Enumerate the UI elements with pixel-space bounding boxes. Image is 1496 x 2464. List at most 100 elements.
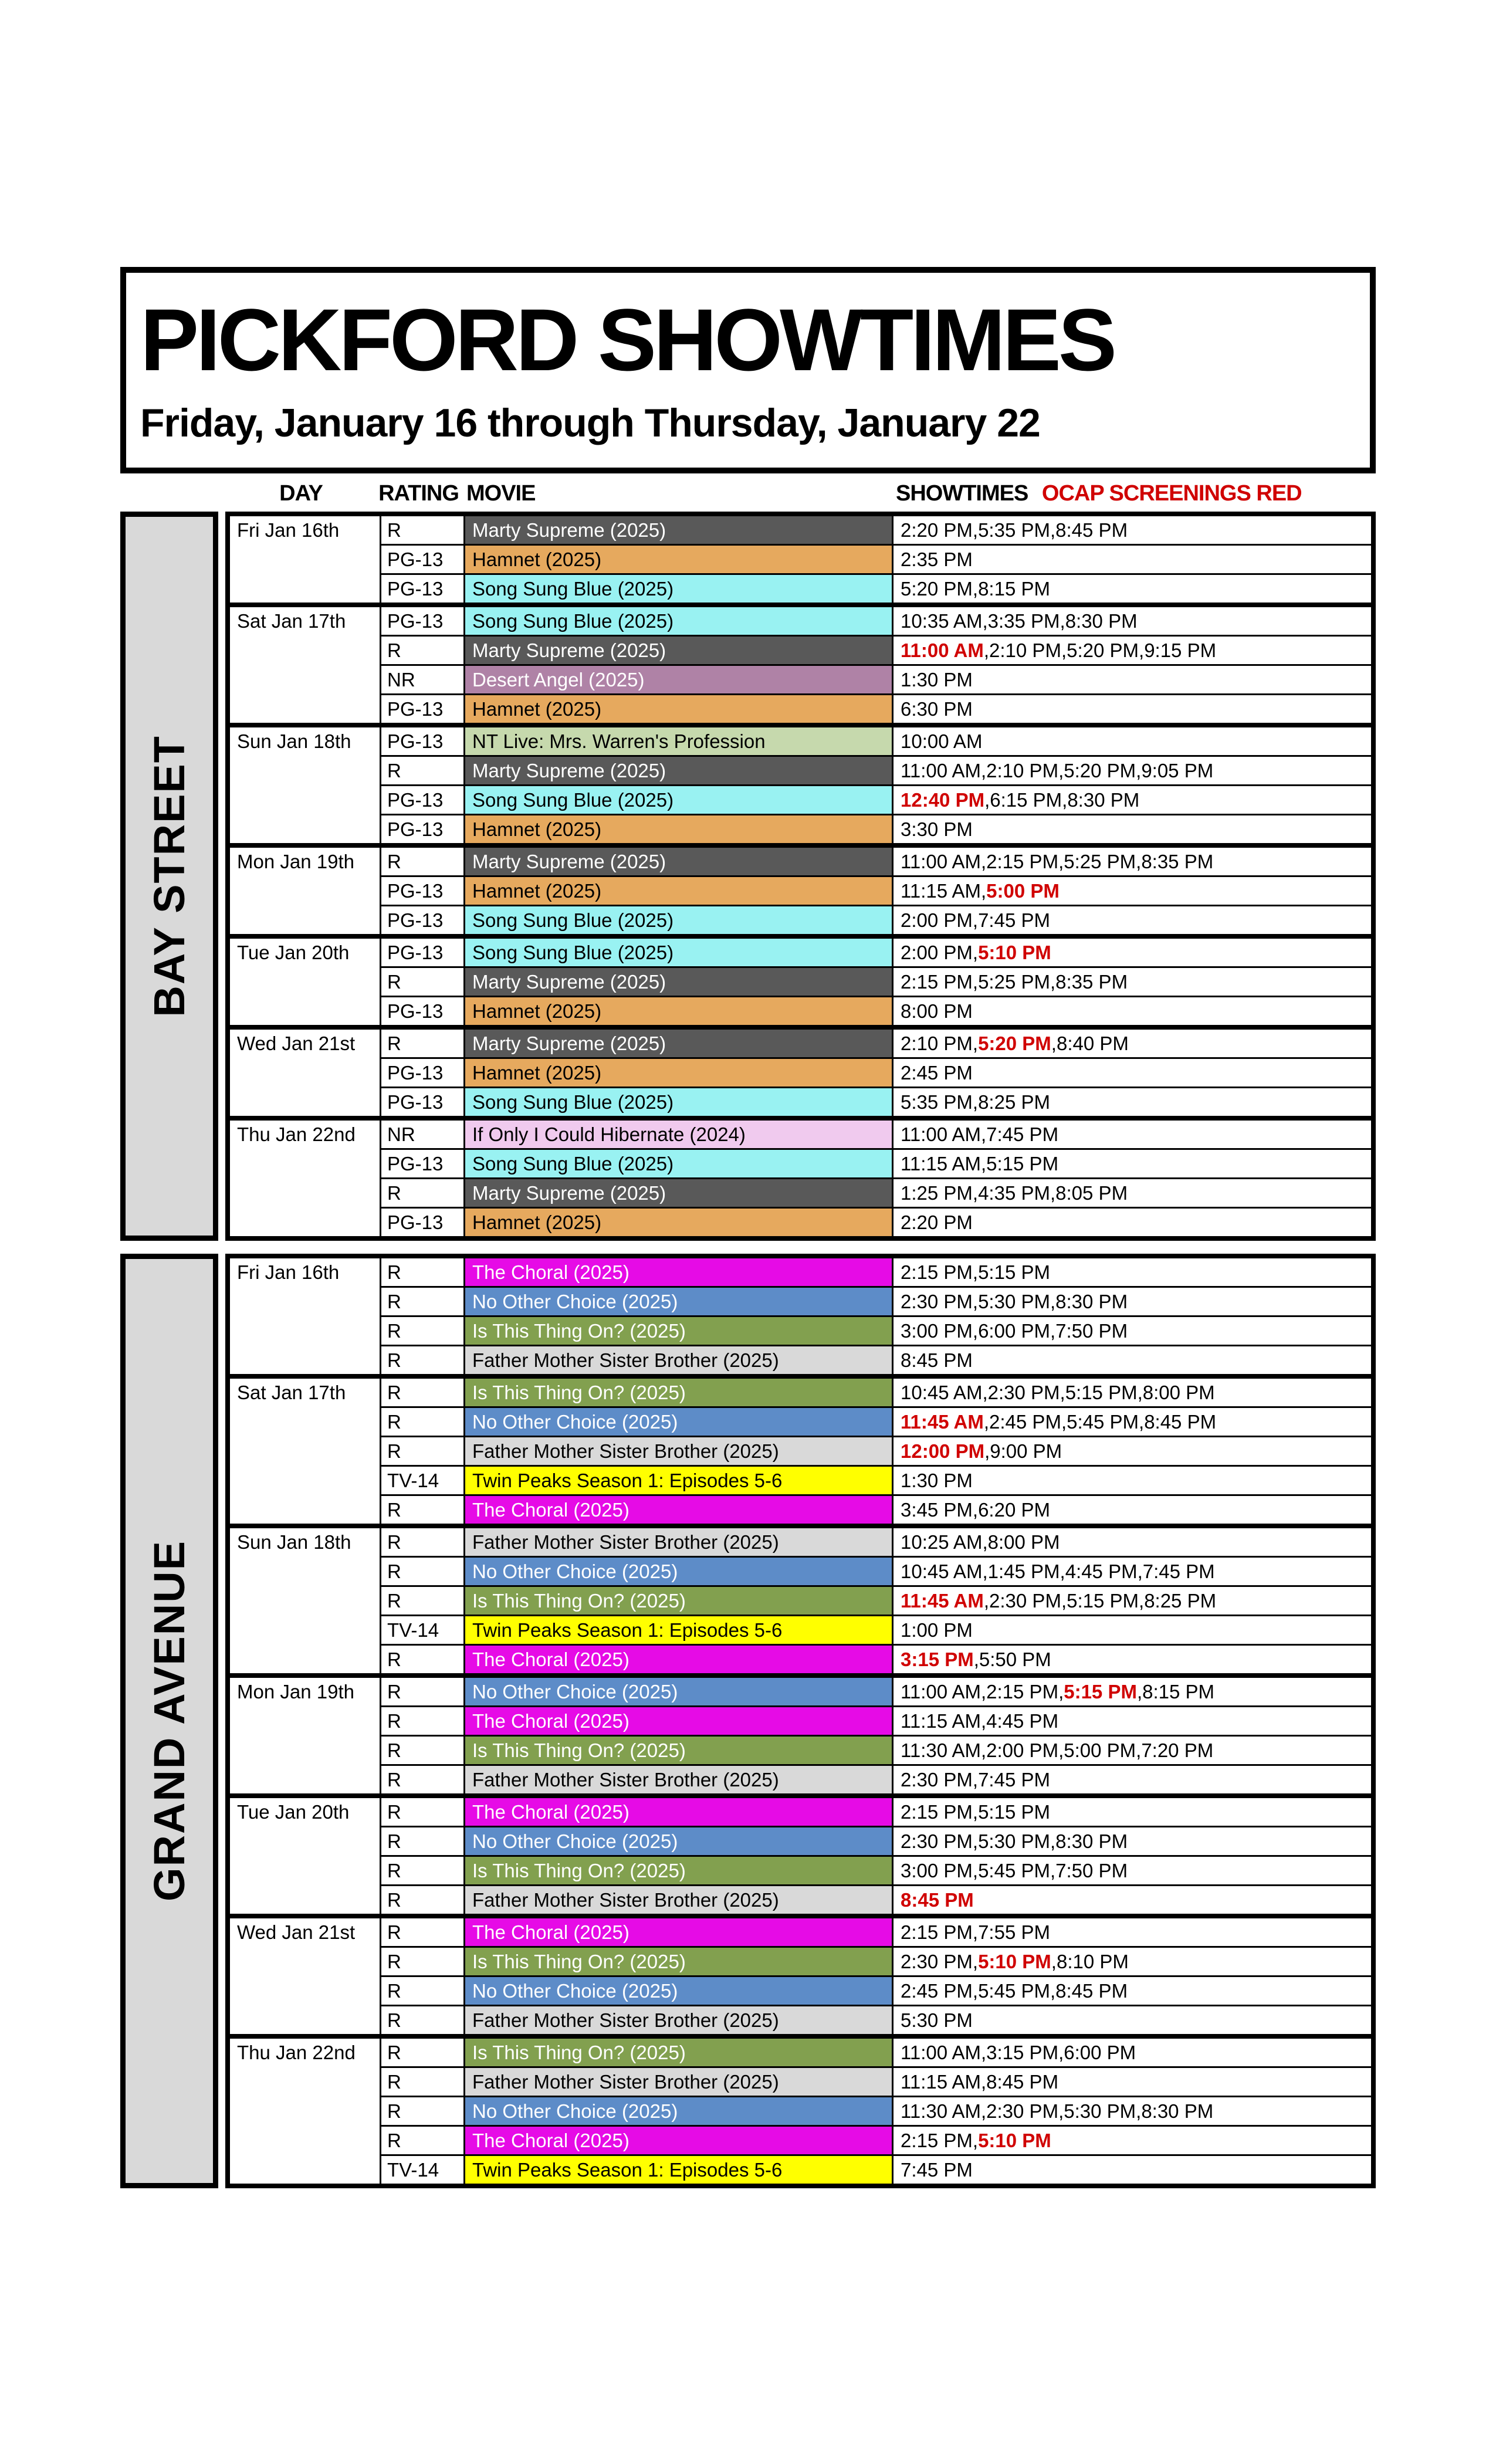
movie-cell: Song Sung Blue (2025): [465, 575, 893, 603]
showtime: 2:45 PM: [989, 1410, 1061, 1433]
showtime-row: PG-13 Hamnet (2025) 2:45 PM: [381, 1057, 1371, 1087]
ocap-showtime: 5:10 PM: [978, 2129, 1051, 2151]
showtime: 5:30 PM: [978, 1290, 1050, 1312]
showtime: 11:00 AM: [901, 1680, 981, 1703]
rating-cell: R: [381, 1886, 465, 1914]
column-header-rating: RATING: [378, 480, 459, 506]
showtime: 2:15 PM: [986, 850, 1059, 872]
rating-cell: R: [381, 1528, 465, 1556]
movie-cell: Father Mother Sister Brother (2025): [465, 1346, 893, 1374]
movie-cell: Marty Supreme (2025): [465, 1179, 893, 1207]
showtimes-cell: 11:00 AM, 2:15 PM, 5:15 PM, 8:15 PM: [901, 1680, 1215, 1703]
day-column: Sun Jan 18th: [230, 1528, 381, 1673]
showtimes-cell: 11:45 AM, 2:30 PM, 5:15 PM, 8:25 PM: [901, 1589, 1217, 1612]
showtime: 2:15 PM: [986, 1680, 1059, 1703]
showtime: 5:15 PM: [1065, 1381, 1138, 1403]
showtimes-cell: 5:30 PM: [893, 2006, 1371, 2034]
showtime: 3:15 PM: [986, 2041, 1059, 2063]
rating-cell: R: [381, 848, 465, 875]
showtimes-cell: 11:15 AM, 4:45 PM: [901, 1710, 1059, 1732]
showtime-row: TV-14 Twin Peaks Season 1: Episodes 5-6 1:…: [381, 1465, 1371, 1494]
showtime: 8:15 PM: [1142, 1680, 1215, 1703]
showtime-row: R Marty Supreme (2025) 11:00 AM, 2:15 PM, …: [381, 848, 1371, 875]
showtime-row: PG-13 Song Sung Blue (2025) 5:20 PM, 8:15 …: [381, 573, 1371, 603]
showtime-row: PG-13 Song Sung Blue (2025) 2:00 PM, 5:10 …: [381, 939, 1371, 966]
day-group: Fri Jan 16th R Marty Supreme (2025) 2:20 PM…: [230, 516, 1371, 603]
showtime: 6:00 PM: [978, 1319, 1050, 1342]
day-column: Wed Jan 21st: [230, 1918, 381, 2034]
movie-cell: Hamnet (2025): [465, 546, 893, 573]
day-rows: R Is This Thing On? (2025) 10:45 AM, 2:30 …: [381, 1379, 1371, 1524]
rating-cell: TV-14: [381, 2156, 465, 2184]
showtime: 10:45 AM: [901, 1381, 983, 1403]
showtime-row: R No Other Choice (2025) 10:45 AM, 1:45 PM…: [381, 1556, 1371, 1585]
day-group: Sun Jan 18th PG-13 NT Live: Mrs. Warren's …: [230, 723, 1371, 843]
showtimes-cell: 2:15 PM, 5:10 PM: [901, 2129, 1051, 2151]
rating-cell: R: [381, 2097, 465, 2125]
showtime: 8:05 PM: [1055, 1182, 1128, 1204]
showtime: 5:15 PM: [978, 1261, 1050, 1283]
showtime: 8:35 PM: [1141, 850, 1214, 872]
showtime: 2:35 PM: [901, 548, 973, 570]
showtime-row: R No Other Choice (2025) 2:45 PM, 5:45 PM,…: [381, 1975, 1371, 2005]
movie-cell: Song Sung Blue (2025): [465, 906, 893, 934]
day-label: Mon Jan 19th: [237, 850, 354, 872]
showtimes-cell: 1:00 PM: [893, 1616, 1371, 1644]
showtimes-cell: 8:45 PM: [893, 1886, 1371, 1914]
showtimes-cell: 2:45 PM, 5:45 PM, 8:45 PM: [901, 1979, 1128, 2002]
showtime-row: PG-13 Song Sung Blue (2025) 5:35 PM, 8:25 …: [381, 1087, 1371, 1116]
showtime: 2:30 PM: [987, 1381, 1060, 1403]
day-column: Fri Jan 16th: [230, 516, 381, 603]
showtime: 2:45 PM: [901, 1061, 973, 1084]
rating-cell: R: [381, 1737, 465, 1764]
showtime-row: R Is This Thing On? (2025) 3:00 PM, 6:00 P…: [381, 1315, 1371, 1345]
day-rows: R Marty Supreme (2025) 2:10 PM, 5:20 PM, 8…: [381, 1030, 1371, 1116]
rating-cell: R: [381, 1766, 465, 1793]
movie-cell: Hamnet (2025): [465, 1059, 893, 1087]
day-group: Fri Jan 16th R The Choral (2025) 2:15 PM, 5…: [230, 1258, 1371, 1374]
day-group: Sun Jan 18th R Father Mother Sister Brothe…: [230, 1524, 1371, 1673]
movie-cell: No Other Choice (2025): [465, 1408, 893, 1436]
showtime: 8:30 PM: [1067, 788, 1140, 811]
showtime-row: R Marty Supreme (2025) 11:00 AM, 2:10 PM, …: [381, 635, 1371, 664]
showtime: 2:30 PM: [901, 1830, 973, 1852]
movie-cell: Song Sung Blue (2025): [465, 786, 893, 814]
showtime: 2:10 PM: [986, 759, 1059, 781]
movie-cell: Hamnet (2025): [465, 877, 893, 905]
showtimes-cell: 12:00 PM, 9:00 PM: [901, 1440, 1062, 1462]
movie-cell: Father Mother Sister Brother (2025): [465, 2006, 893, 2034]
showtimes-cell: 2:15 PM, 7:55 PM: [901, 1921, 1050, 1943]
showtime-row: PG-13 Hamnet (2025) 8:00 PM: [381, 996, 1371, 1025]
movie-cell: The Choral (2025): [465, 1707, 893, 1735]
rating-cell: R: [381, 1258, 465, 1286]
showtimes-cell: 11:00 AM, 7:45 PM: [901, 1123, 1059, 1145]
movie-cell: Song Sung Blue (2025): [465, 1088, 893, 1116]
movie-cell: Song Sung Blue (2025): [465, 1150, 893, 1177]
day-rows: R The Choral (2025) 2:15 PM, 7:55 PM R Is Th…: [381, 1918, 1371, 2034]
showtime-row: R Father Mother Sister Brother (2025) 8:45…: [381, 1884, 1371, 1914]
rating-cell: R: [381, 1288, 465, 1315]
movie-cell: Hamnet (2025): [465, 1209, 893, 1236]
showtimes-cell: 1:25 PM, 4:35 PM, 8:05 PM: [901, 1182, 1128, 1204]
section-bay-street: BAY STREET Fri Jan 16th R Marty Supreme (20…: [120, 512, 1376, 1241]
rating-cell: R: [381, 1558, 465, 1585]
rating-cell: NR: [381, 666, 465, 693]
rating-cell: R: [381, 1379, 465, 1406]
movie-cell: Twin Peaks Season 1: Episodes 5-6: [465, 2156, 893, 2184]
showtime: 5:45 PM: [978, 1859, 1050, 1881]
movie-cell: Is This Thing On? (2025): [465, 2039, 893, 2066]
showtime: 7:45 PM: [978, 909, 1050, 931]
rating-cell: R: [381, 1587, 465, 1615]
movie-cell: No Other Choice (2025): [465, 1977, 893, 2005]
showtime: 8:45 PM: [986, 2070, 1059, 2093]
day-rows: R Marty Supreme (2025) 11:00 AM, 2:15 PM, …: [381, 848, 1371, 934]
showtime: 5:25 PM: [978, 970, 1050, 993]
page-subtitle: Friday, January 16 through Thursday, Jan…: [140, 400, 1041, 445]
day-group: Tue Jan 20th PG-13 Song Sung Blue (2025) 2:…: [230, 934, 1371, 1025]
rating-cell: R: [381, 1678, 465, 1705]
section-label-box: GRAND AVENUE: [120, 1254, 218, 2188]
showtime: 11:00 AM: [901, 2041, 981, 2063]
movie-cell: Is This Thing On? (2025): [465, 1317, 893, 1345]
showtime: 5:45 PM: [1067, 1410, 1139, 1433]
day-label: Tue Jan 20th: [237, 1800, 350, 1823]
